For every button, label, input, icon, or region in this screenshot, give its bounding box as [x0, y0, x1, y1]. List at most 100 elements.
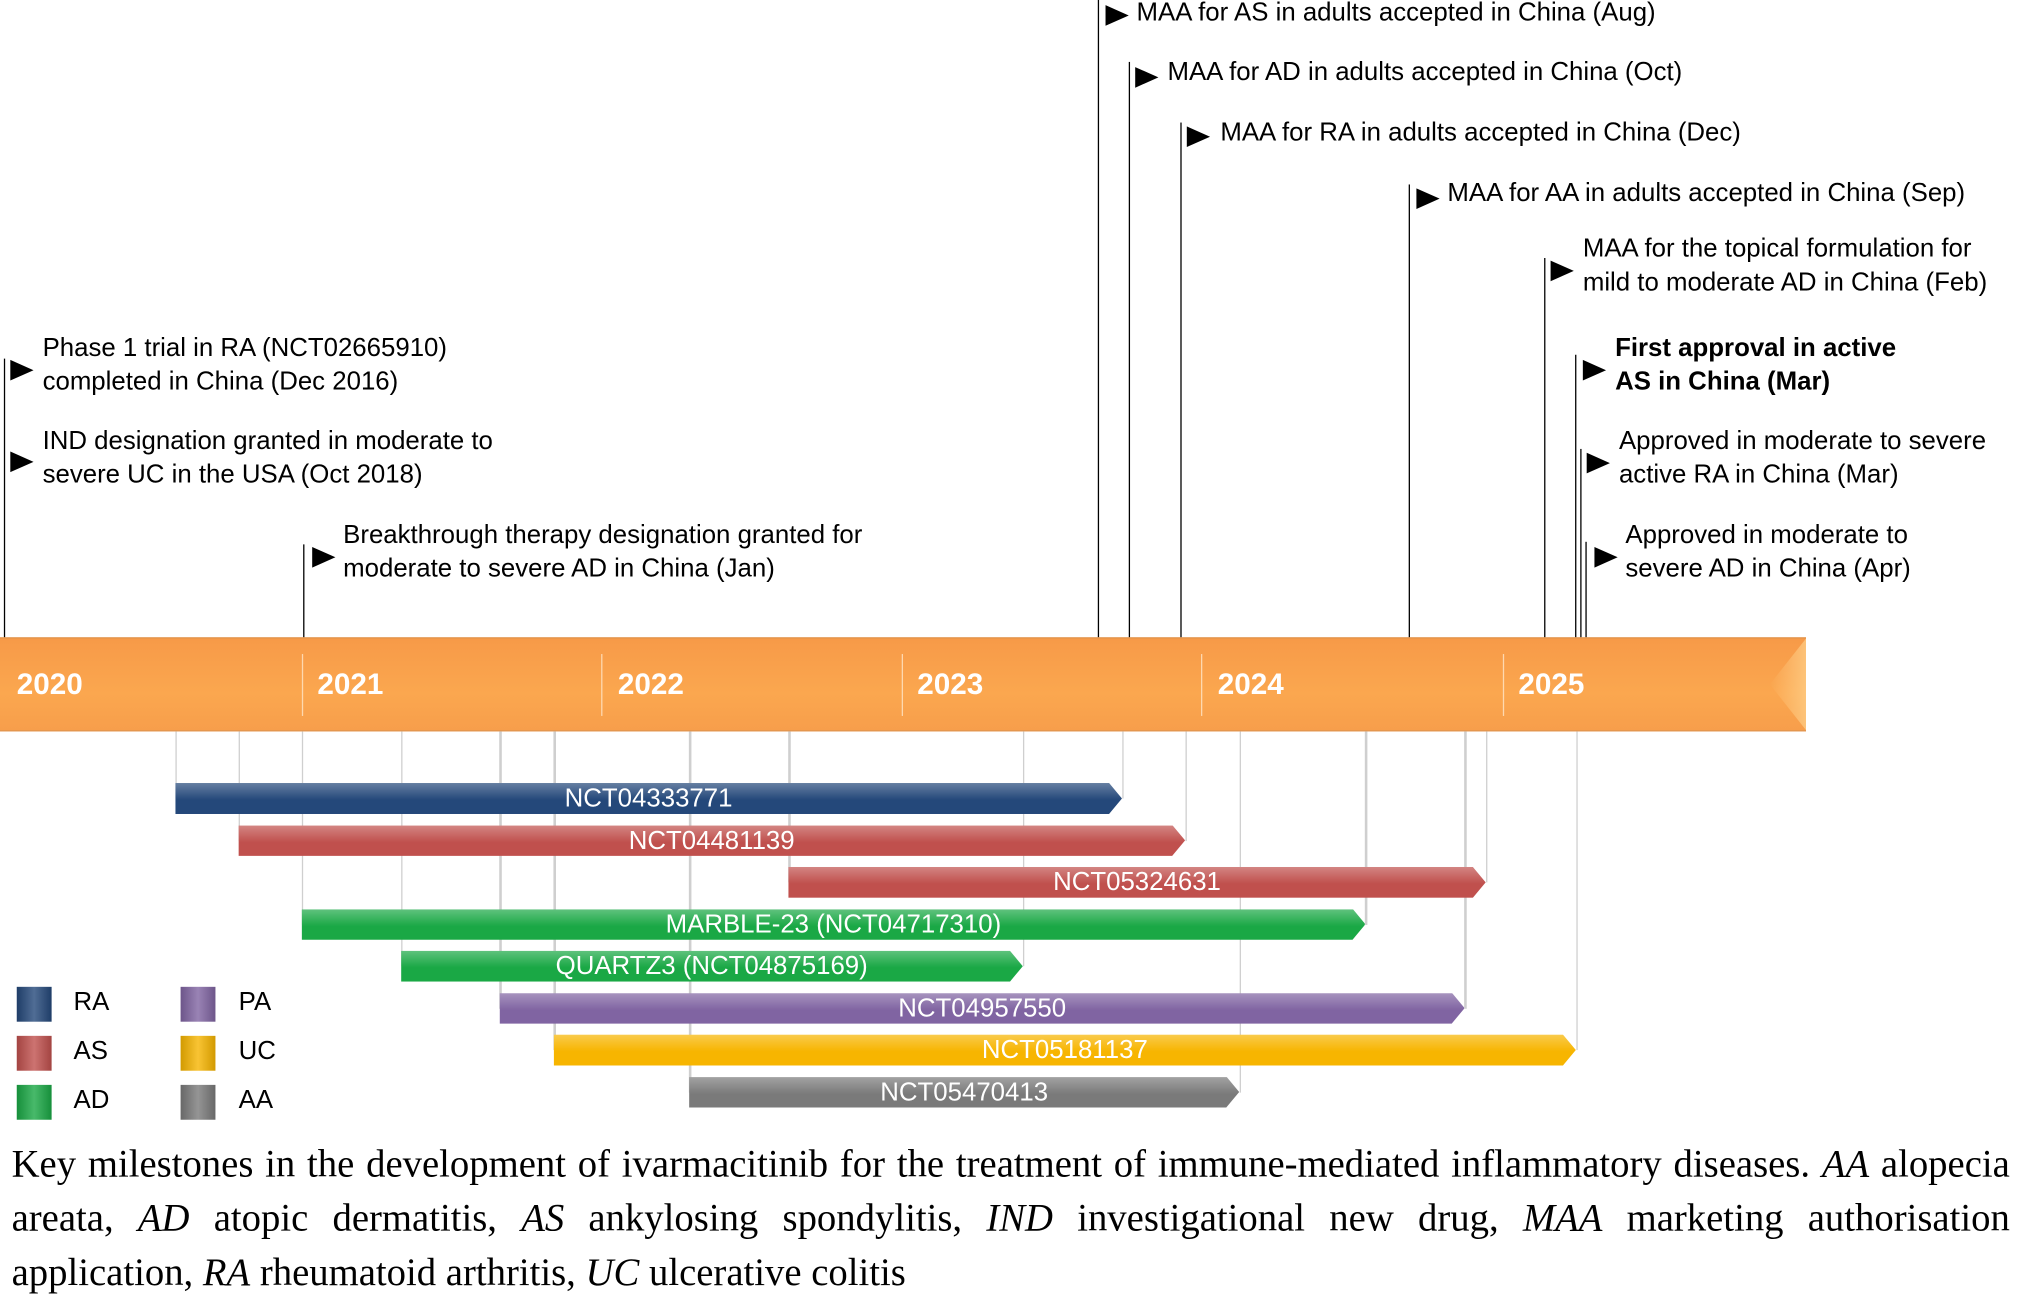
caption-abbrev: IND — [986, 1197, 1053, 1240]
timeline-axis: 2020 2021 2022 2023 2024 2025 — [0, 637, 1806, 732]
trial-bar: NCT05470413 — [689, 1077, 1239, 1108]
flag-arrow-icon — [1586, 452, 1610, 474]
milestone-text: severe UC in the USA (Oct 2018) — [42, 460, 423, 489]
year-divider — [1200, 654, 1203, 716]
legend-swatch — [16, 986, 52, 1022]
milestone-approved-ra: Approved in moderate to severe active RA … — [1619, 424, 1986, 491]
milestone-text: moderate to severe AD in China (Jan) — [343, 554, 775, 584]
milestone-phase1: Phase 1 trial in RA (NCT02665910) complet… — [43, 332, 447, 399]
legend-swatch — [180, 1084, 216, 1120]
year-divider — [301, 654, 304, 716]
milestone-text: Breakthrough therapy designation granted… — [343, 521, 863, 550]
trial-guide-line — [175, 731, 178, 799]
milestone-text: Phase 1 trial in RA (NCT02665910) — [42, 334, 447, 363]
milestone-text: Approved in moderate to severe — [1618, 426, 1987, 456]
flag-arrow-icon — [1550, 260, 1574, 282]
caption-text: marketing authorisation application, — [11, 1197, 2010, 1294]
trial-bar: NCT05181137 — [554, 1035, 1576, 1066]
trial-label: NCT04957550 — [898, 993, 1067, 1023]
milestone-maa-topical: MAA for the topical formulation for mild … — [1583, 232, 1987, 299]
trial-bar: MARBLE-23 (NCT04717310) — [301, 909, 1365, 940]
trial-label: NCT04481139 — [628, 826, 795, 855]
milestone-approved-ad: Approved in moderate to severe AD in Chin… — [1625, 519, 1910, 586]
milestone-line — [1575, 354, 1577, 638]
milestone-line — [1097, 0, 1100, 638]
year-label: 2022 — [617, 666, 684, 701]
legend-label: PA — [238, 988, 272, 1017]
milestone-text: First approval in active — [1615, 334, 1897, 363]
legend-label: AA — [238, 1086, 274, 1115]
milestone-first-approval: First approval in active AS in China (Mar… — [1615, 332, 1896, 399]
milestone-line — [1580, 448, 1583, 638]
flag-arrow-icon — [1594, 546, 1618, 568]
caption-abbrev: AS — [521, 1197, 565, 1240]
caption-abbrev: UC — [585, 1251, 640, 1294]
caption-abbrev: AA — [1821, 1142, 1870, 1186]
milestone-maa-as: MAA for AS in adults accepted in China (… — [1136, 0, 1656, 28]
milestone-maa-ra: MAA for RA in adults accepted in China (… — [1220, 118, 1741, 148]
legend-label: AS — [73, 1037, 108, 1066]
caption-text: Key milestones in the development of iva… — [11, 1142, 1822, 1186]
milestone-breakthrough: Breakthrough therapy designation granted… — [343, 519, 862, 586]
milestone-text: Approved in moderate to — [1625, 521, 1908, 550]
legend-swatch — [180, 986, 216, 1022]
milestone-line — [3, 358, 6, 638]
trial-bar: NCT04333771 — [175, 783, 1122, 814]
year-divider — [1502, 654, 1505, 716]
caption-text: investigational new drug, — [1052, 1197, 1523, 1240]
trial-guide-line — [553, 731, 556, 1051]
figure-caption: Key milestones in the development of iva… — [12, 1138, 2010, 1300]
trial-guide-line — [1365, 731, 1368, 925]
flag-arrow-icon — [1135, 67, 1159, 88]
trial-label: QUARTZ3 (NCT04875169) — [555, 952, 868, 981]
year-label: 2024 — [1217, 666, 1284, 701]
flag-arrow-icon — [10, 451, 34, 473]
flag-arrow-icon — [10, 359, 34, 381]
milestone-line — [303, 544, 305, 638]
caption-abbrev: AD — [137, 1197, 190, 1240]
milestone-text: active RA in China (Mar) — [1618, 460, 1899, 489]
trial-guide-line — [1185, 731, 1188, 841]
trial-label: NCT05181137 — [981, 1035, 1148, 1065]
milestone-text: MAA for the topical formulation for — [1582, 234, 1972, 264]
flag-arrow-icon — [1582, 359, 1607, 381]
trial-bar: NCT04957550 — [500, 993, 1465, 1024]
milestone-text: mild to moderate AD in China (Feb) — [1582, 268, 1988, 297]
year-label: 2021 — [317, 666, 384, 701]
legend-swatch — [16, 1084, 52, 1120]
trial-guide-line — [1575, 731, 1578, 1051]
trial-guide-line — [1485, 731, 1488, 883]
caption-abbrev: RA — [202, 1251, 251, 1294]
trial-bar: QUARTZ3 (NCT04875169) — [401, 951, 1023, 982]
milestone-line — [1585, 541, 1588, 638]
milestone-line — [1408, 184, 1411, 638]
flag-arrow-icon — [312, 546, 336, 568]
milestone-text: IND designation granted in moderate to — [42, 426, 493, 456]
trial-bar: NCT04481139 — [238, 825, 1185, 856]
milestone-line — [1544, 258, 1546, 638]
trial-label: NCT05324631 — [1053, 868, 1221, 897]
caption-text: ankylosing spondylitis, — [564, 1197, 987, 1240]
milestone-maa-aa: MAA for AA in adults accepted in China (… — [1447, 179, 1966, 208]
caption-text: ulcerative colitis — [639, 1251, 906, 1294]
trial-label: MARBLE-23 (NCT04717310) — [665, 910, 1002, 939]
milestone-text: AS in China (Mar) — [1615, 367, 1831, 397]
trial-label: NCT05470413 — [880, 1077, 1049, 1107]
flag-arrow-icon — [1416, 188, 1440, 209]
milestone-line — [1180, 122, 1183, 638]
year-divider — [901, 654, 903, 716]
flag-arrow-icon — [1105, 5, 1129, 26]
legend-label: UC — [238, 1037, 276, 1066]
legend-label: RA — [73, 988, 110, 1017]
milestone-line — [1128, 61, 1131, 638]
milestone-text: completed in China (Dec 2016) — [42, 367, 399, 397]
legend-swatch — [180, 1035, 216, 1071]
year-label: 2025 — [1518, 666, 1585, 701]
trial-bar: NCT05324631 — [788, 867, 1485, 898]
year-divider — [601, 654, 603, 716]
legend-label: AD — [73, 1086, 110, 1115]
year-label: 2023 — [917, 666, 984, 701]
milestone-ind: IND designation granted in moderate to se… — [43, 424, 493, 491]
milestone-maa-ad: MAA for AD in adults accepted in China (… — [1167, 58, 1683, 87]
